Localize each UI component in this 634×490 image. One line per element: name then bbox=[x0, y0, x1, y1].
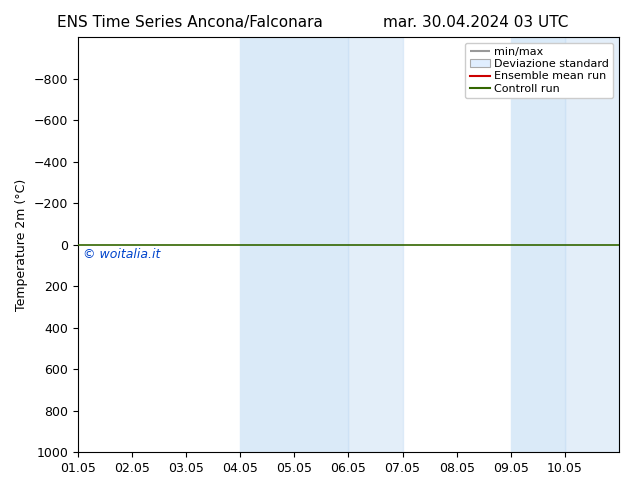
Text: ENS Time Series Ancona/Falconara: ENS Time Series Ancona/Falconara bbox=[57, 15, 323, 30]
Y-axis label: Temperature 2m (°C): Temperature 2m (°C) bbox=[15, 178, 28, 311]
Bar bbox=[349, 37, 403, 452]
Text: © woitalia.it: © woitalia.it bbox=[83, 248, 160, 261]
Bar bbox=[240, 37, 349, 452]
Bar bbox=[565, 37, 619, 452]
Legend: min/max, Deviazione standard, Ensemble mean run, Controll run: min/max, Deviazione standard, Ensemble m… bbox=[465, 43, 614, 98]
Text: mar. 30.04.2024 03 UTC: mar. 30.04.2024 03 UTC bbox=[383, 15, 568, 30]
Bar bbox=[511, 37, 565, 452]
